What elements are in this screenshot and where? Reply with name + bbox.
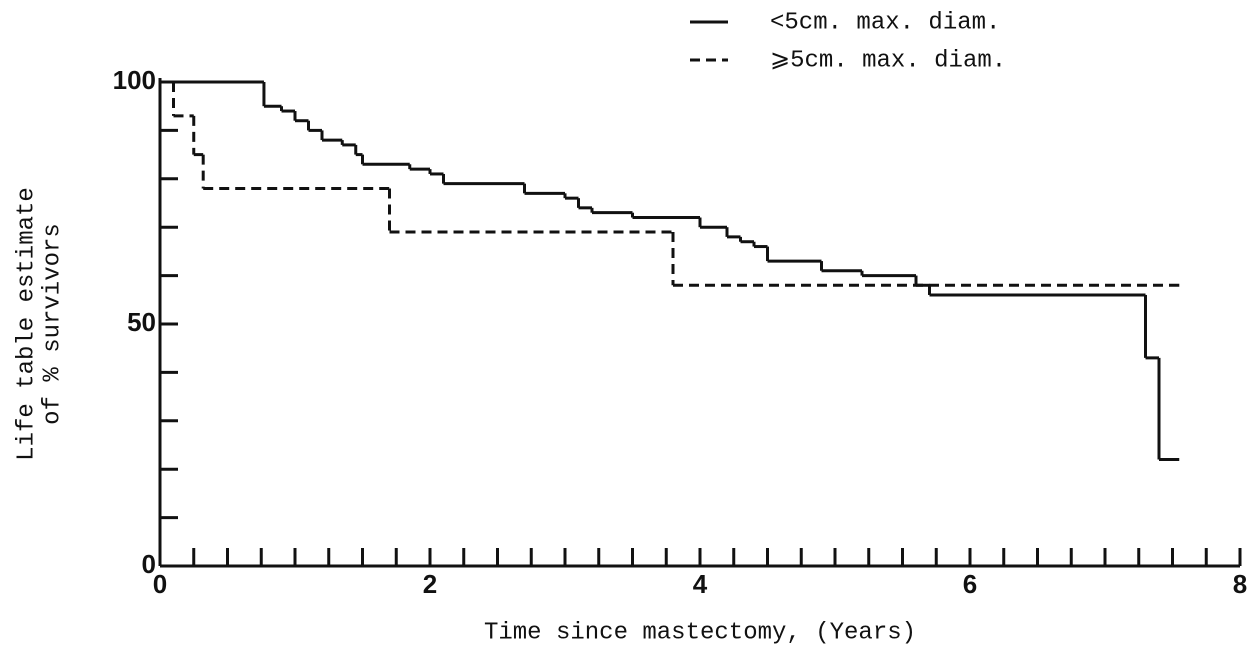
x-tick-label: 8 <box>1233 569 1247 599</box>
y-tick-label: 50 <box>127 307 156 337</box>
x-tick-label: 4 <box>693 569 708 599</box>
legend-label: ⩾5cm. max. diam. <box>770 47 1006 74</box>
x-tick-label: 2 <box>423 569 437 599</box>
y-axis-label: Life table estimate <box>13 187 40 461</box>
y-tick-label: 0 <box>142 549 156 579</box>
y-tick-label: 100 <box>113 65 156 95</box>
y-axis-label: of % survivors <box>39 223 66 425</box>
x-tick-label: 0 <box>153 569 167 599</box>
x-axis-label: Time since mastectomy, (Years) <box>484 619 916 646</box>
x-tick-label: 6 <box>963 569 977 599</box>
legend-label: <5cm. max. diam. <box>770 9 1000 36</box>
